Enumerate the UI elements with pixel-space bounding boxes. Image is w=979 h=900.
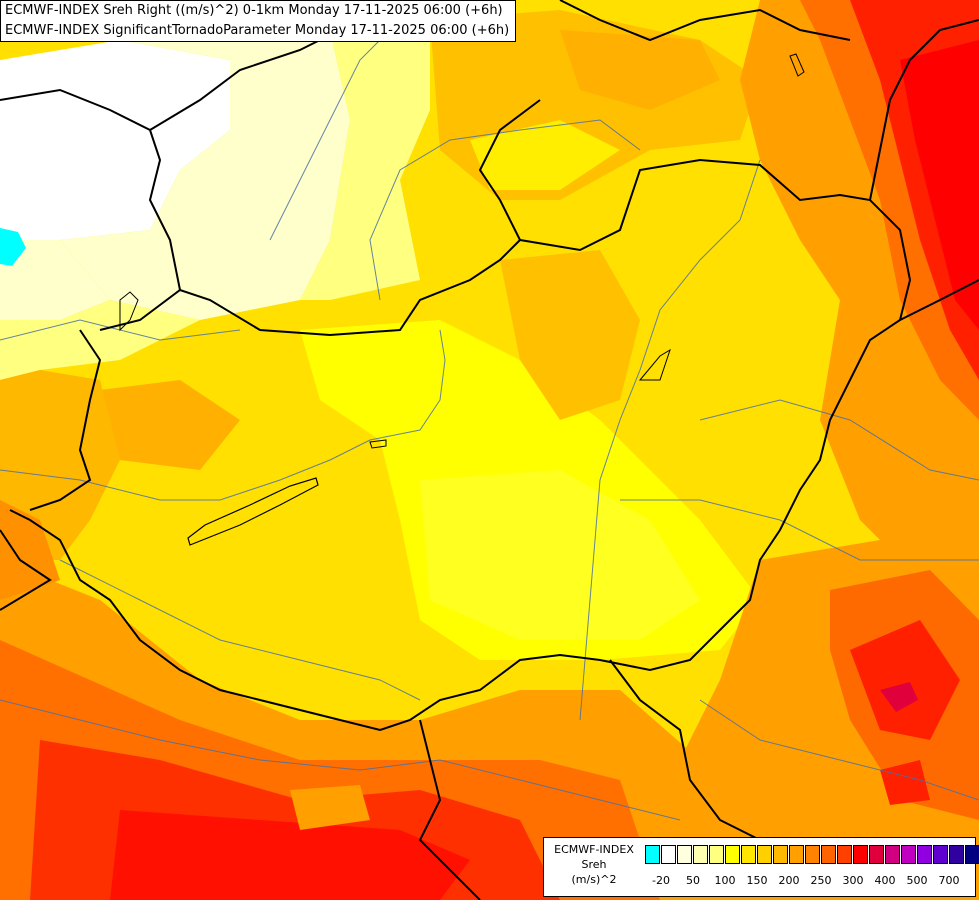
legend-line-2: Sreh [581, 858, 607, 871]
legend-swatch [645, 845, 660, 864]
border-romania-east [899, 279, 979, 321]
title-line-1: ECMWF-INDEX Sreh Right ((m/s)^2) 0-1km M… [5, 3, 503, 18]
field-orange-patch-center [500, 250, 640, 420]
field-red-spot-se [880, 760, 930, 805]
lake-center-1 [369, 439, 387, 449]
border-hungary [9, 158, 912, 732]
legend-swatch [709, 845, 724, 864]
field-orange-patch-west [100, 380, 240, 470]
lake-center-2 [638, 348, 671, 381]
cyan-patch [0, 228, 26, 266]
river-east-1 [699, 399, 979, 481]
legend-tick-label: 700 [938, 874, 960, 887]
legend-swatches [645, 845, 979, 864]
field-dark-orange-west [0, 500, 60, 600]
legend-swatch [933, 845, 948, 864]
border-croatia [418, 719, 481, 900]
legend-tick-label: 400 [874, 874, 896, 887]
field-pale-yellow-region-2 [0, 240, 110, 320]
legend-line-1: ECMWF-INDEX [554, 843, 634, 856]
field-orange-patch-south [290, 785, 370, 830]
title-line-2: ECMWF-INDEX SignificantTornadoParameter … [5, 23, 510, 38]
field-yellow-core-2 [420, 470, 700, 640]
legend-swatch [789, 845, 804, 864]
legend-tick-label: 200 [778, 874, 800, 887]
legend-swatch [965, 845, 979, 864]
color-legend: ECMWF-INDEX Sreh (m/s)^2 -20 50 100 150 200 2… [543, 837, 979, 897]
field-light-yellow-region [300, 30, 430, 300]
map-title-box: ECMWF-INDEX Sreh Right ((m/s)^2) 0-1km M… [0, 0, 516, 42]
field-pale-yellow-region [60, 30, 350, 320]
legend-label: ECMWF-INDEX Sreh (m/s)^2 [546, 842, 642, 887]
river-north-1 [269, 19, 401, 241]
border-slovakia [478, 99, 541, 241]
river-north-2 [369, 119, 641, 301]
legend-swatch [853, 845, 868, 864]
legend-swatch [805, 845, 820, 864]
river-drava [59, 559, 421, 701]
legend-tick-label: 150 [746, 874, 768, 887]
river-danube [0, 329, 446, 501]
legend-tick-label: 500 [906, 874, 928, 887]
legend-swatch [885, 845, 900, 864]
river-tisza [579, 159, 761, 721]
legend-swatch [821, 845, 836, 864]
river-south-east [699, 699, 979, 801]
field-red-east-2 [900, 40, 979, 330]
legend-tick-label: 300 [842, 874, 864, 887]
border-ukraine [869, 19, 979, 201]
legend-tick-label: 250 [810, 874, 832, 887]
legend-tick-label: 50 [686, 874, 700, 887]
field-yellow-strip-north [470, 120, 620, 190]
field-light-yellow-region-2 [0, 300, 200, 380]
legend-swatch [677, 845, 692, 864]
border-north-3 [559, 0, 851, 42]
legend-tick-label: 100 [714, 874, 736, 887]
field-orange-north-2 [560, 30, 720, 110]
field-red-south-2 [110, 810, 470, 900]
legend-swatch [837, 845, 852, 864]
border-serbia [609, 659, 761, 841]
legend-swatch [725, 845, 740, 864]
field-orange-west [0, 370, 120, 560]
legend-swatch [757, 845, 772, 864]
field-magenta-spot [880, 682, 918, 712]
border-austria [29, 329, 102, 511]
legend-swatch [773, 845, 788, 864]
legend-swatch [917, 845, 932, 864]
legend-tick-label: -20 [652, 874, 670, 887]
legend-swatch [693, 845, 708, 864]
rivers [0, 19, 979, 821]
legend-swatch [901, 845, 916, 864]
legend-swatch [949, 845, 964, 864]
legend-swatch [741, 845, 756, 864]
field-red-southeast [850, 620, 960, 740]
river-east-2 [620, 499, 979, 561]
legend-swatch [661, 845, 676, 864]
lake-balaton [187, 477, 319, 546]
border-slovenia [0, 529, 52, 611]
border-north-1 [0, 88, 181, 291]
lake-north-east [789, 53, 805, 77]
legend-line-3: (m/s)^2 [571, 873, 617, 886]
legend-ticks: -20 50 100 150 200 250 300 400 500 700 [645, 874, 975, 890]
lake-north-1 [119, 291, 139, 332]
legend-swatch [869, 845, 884, 864]
river-sava [0, 699, 681, 821]
